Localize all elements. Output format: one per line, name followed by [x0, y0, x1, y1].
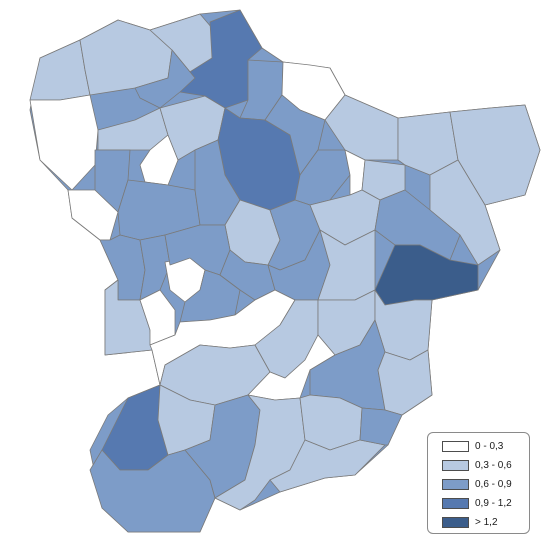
legend-swatch-0	[442, 441, 469, 452]
legend-item-0: 0 - 0,3	[442, 437, 529, 456]
legend-label-3: 0,9 - 1,2	[475, 498, 512, 509]
legend-swatch-1	[442, 460, 469, 471]
legend-swatch-4	[442, 517, 469, 528]
region-s6	[377, 349, 433, 416]
legend-item-3: 0,9 - 1,2	[442, 494, 529, 513]
legend-swatch-2	[442, 479, 469, 490]
region-nw1	[29, 39, 91, 101]
legend-swatch-3	[442, 498, 469, 509]
legend: 0 - 0,3 0,3 - 0,6 0,6 - 0,9 0,9 - 1,2 > …	[427, 432, 530, 534]
legend-item-4: > 1,2	[442, 513, 529, 532]
legend-item-2: 0,6 - 0,9	[442, 475, 529, 494]
region-w-white1	[29, 94, 99, 191]
region-c4	[264, 94, 326, 176]
legend-item-1: 0,3 - 0,6	[442, 456, 529, 475]
legend-label-0: 0 - 0,3	[475, 441, 504, 452]
legend-label-2: 0,6 - 0,9	[475, 479, 512, 490]
region-n3	[134, 49, 196, 109]
legend-label-1: 0,3 - 0,6	[475, 460, 512, 471]
legend-label-4: > 1,2	[475, 517, 498, 528]
region-ss3	[269, 439, 386, 493]
region-ss4	[359, 407, 403, 446]
